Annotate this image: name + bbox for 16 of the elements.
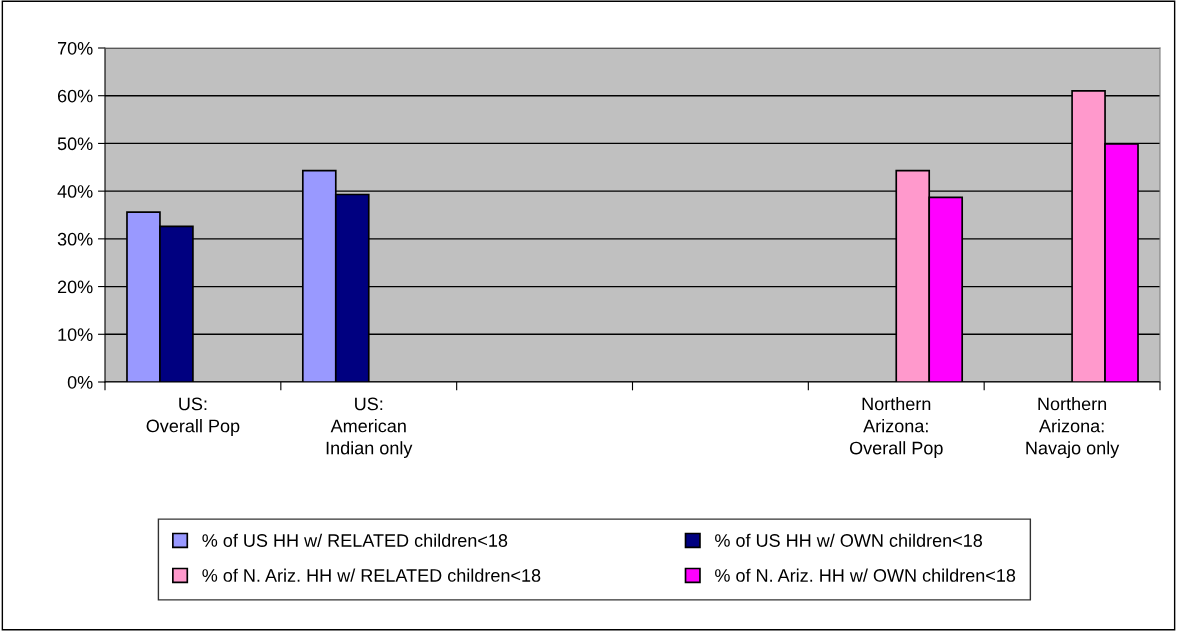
legend-label: % of N. Ariz. HH w/ OWN children<18: [715, 568, 1016, 582]
legend-label: % of N. Ariz. HH w/ RELATED children<18: [202, 568, 541, 582]
y-tick-label: 20%: [57, 280, 93, 294]
legend-label: % of US HH w/ OWN children<18: [715, 533, 983, 547]
x-tick-label: Northern Arizona: Overall Pop: [849, 397, 943, 458]
y-tick-label: 60%: [57, 89, 93, 103]
y-tick-label: 30%: [57, 232, 93, 246]
y-tick-label: 40%: [57, 185, 93, 198]
legend-label: % of US HH w/ RELATED children<18: [202, 533, 508, 547]
x-tick-label: US: American Indian only: [326, 397, 413, 458]
y-tick-label: 50%: [57, 137, 93, 151]
y-tick-label: 70%: [57, 41, 93, 55]
y-tick-label: 10%: [58, 328, 93, 342]
x-tick-label: US: Overall Pop: [146, 397, 240, 436]
y-tick-label: 0%: [67, 375, 93, 389]
x-tick-label: Northern Arizona: Navajo only: [1026, 397, 1120, 458]
